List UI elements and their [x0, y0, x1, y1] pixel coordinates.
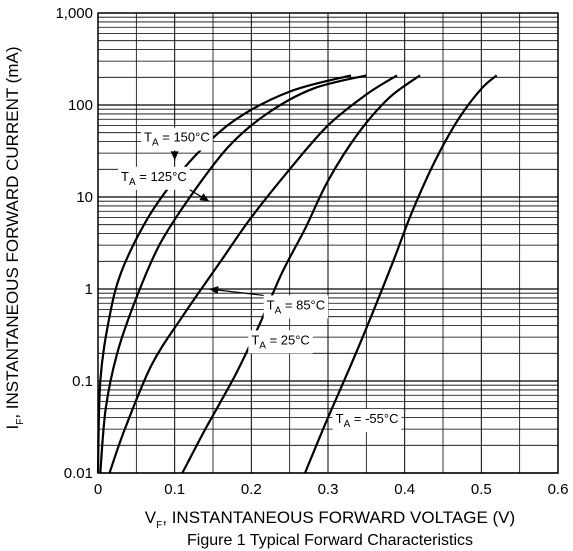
- curve-label-background: [248, 330, 313, 354]
- arrowhead-icon: [209, 286, 219, 295]
- curve-label: TA = 150°C: [144, 130, 210, 149]
- curve-label: TA = 25°C: [251, 332, 309, 351]
- curve-label-background: [141, 127, 213, 151]
- curve-series-3: [181, 74, 421, 474]
- curve-series-4: [303, 74, 498, 474]
- curve-label: TA = -55°C: [336, 411, 399, 430]
- y-tick-label: 0.1: [72, 373, 93, 390]
- curve-label: TA = 85°C: [267, 297, 326, 316]
- curve-label-leader: [209, 288, 264, 297]
- curve-labels: TA = 150°C TA = 125°C TA = 85°C TA = 25°C TA…: [118, 127, 402, 432]
- y-tick-label: 10: [76, 189, 93, 206]
- x-tick-label: 0.6: [548, 481, 569, 498]
- curve-series-1: [99, 74, 367, 474]
- curve-label-group: TA = 25°C: [248, 330, 313, 354]
- x-tick-label: 0: [94, 481, 102, 498]
- arrowhead-icon: [170, 151, 179, 161]
- y-tick-label: 1: [85, 281, 93, 298]
- curve-series-0: [96, 74, 352, 474]
- y-tick-label: 1,000: [55, 5, 93, 22]
- tick-labels: 0 0.1 0.2 0.3 0.4 0.5 0.6 0.01 0.1 1 10 100 1,000: [55, 5, 568, 498]
- y-tick-label: 100: [68, 97, 93, 114]
- arrowhead-icon: [199, 193, 210, 202]
- curve-label-group: TA = 125°C: [118, 166, 210, 202]
- curve-label-background: [332, 408, 402, 432]
- x-tick-label: 0.1: [164, 481, 185, 498]
- x-tick-label: 0.3: [318, 481, 339, 498]
- figure-caption: Figure 1 Typical Forward Characteristics: [187, 532, 473, 549]
- curve-label-group: TA = -55°C: [332, 408, 402, 432]
- curve-label-background: [263, 295, 329, 319]
- x-tick-label: 0.5: [471, 481, 492, 498]
- plot-frame: [97, 12, 559, 474]
- curves: [96, 74, 498, 474]
- x-tick-label: 0.4: [394, 481, 415, 498]
- x-tick-label: 0.2: [241, 481, 262, 498]
- y-axis-title: IF, INSTANTANEOUS FORWARD CURRENT (mA): [3, 47, 26, 430]
- curve-label: TA = 125°C: [121, 169, 187, 188]
- curve-series-2: [108, 74, 398, 474]
- curve-label-background: [118, 166, 190, 190]
- curve-label-group: TA = 85°C: [209, 286, 329, 319]
- curve-label-group: TA = 150°C: [141, 127, 213, 161]
- y-tick-label: 0.01: [64, 465, 93, 482]
- x-axis-title: VF, INSTANTANEOUS FORWARD VOLTAGE (V): [145, 508, 515, 531]
